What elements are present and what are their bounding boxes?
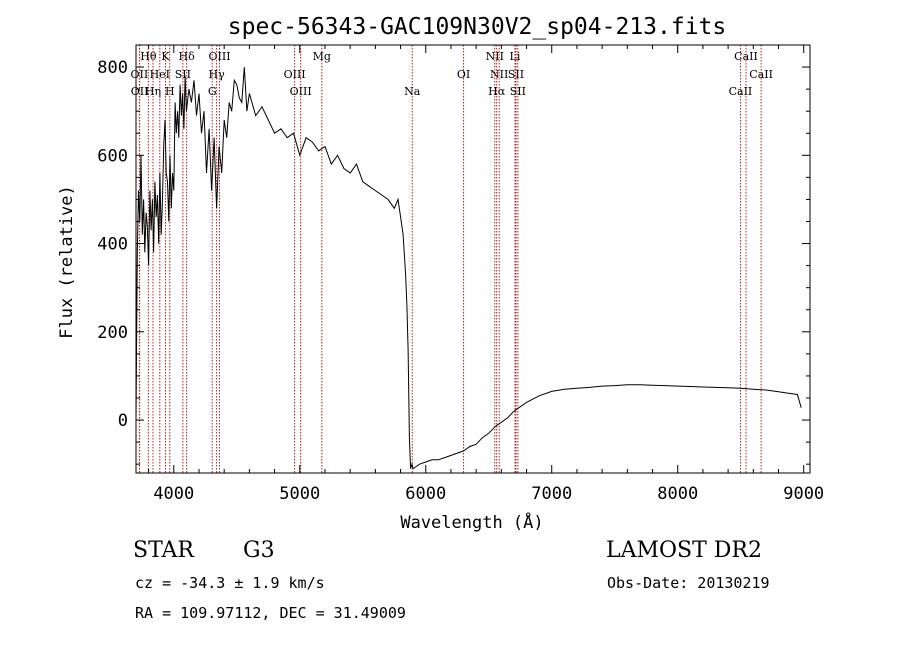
x-axis-label: Wavelength (Å) (400, 511, 543, 533)
spectral-line-label: CaII (749, 68, 773, 81)
spectral-line-label: SII (175, 68, 191, 81)
spectral-line-label: SII (508, 68, 524, 81)
y-tick-label: 800 (97, 58, 128, 78)
x-tick-label: 6000 (405, 484, 446, 504)
y-tick-label: 600 (97, 146, 128, 166)
object-subclass: G3 (243, 538, 275, 563)
spectrum-series-line (135, 67, 802, 470)
spectral-line-label: Na (404, 85, 421, 98)
x-tick-label: 7000 (531, 484, 572, 504)
y-tick-label: 400 (97, 235, 128, 255)
spectral-line-label: OIII (208, 50, 230, 63)
spectral-line-label: Hη (145, 85, 161, 98)
survey-name: LAMOST DR2 (606, 538, 762, 563)
y-axis-label: Flux (relative) (57, 185, 77, 339)
spectral-line-label: HeI (150, 68, 170, 81)
spectral-line-label: Hγ (209, 68, 226, 81)
spectral-line-label: NII (490, 68, 508, 81)
spectral-line-label: K (161, 50, 170, 63)
spectral-line-label: H (165, 85, 175, 98)
x-tick-label: 9000 (783, 484, 824, 504)
plot-frame (135, 44, 811, 474)
x-tick-label: 5000 (279, 484, 320, 504)
spectral-line-label: OI (457, 68, 470, 81)
x-tick-label: 4000 (153, 484, 194, 504)
y-tick-label: 200 (97, 323, 128, 343)
spectral-line-label: Hθ (140, 50, 157, 63)
spectral-line-label: CaII (729, 85, 753, 98)
observation-date: Obs-Date: 20130219 (607, 574, 770, 592)
coordinates-readout: RA = 109.97112, DEC = 31.49009 (135, 604, 406, 622)
spectral-line-label: NII (486, 50, 504, 63)
y-tick-label: 0 (118, 411, 128, 431)
chart-title: spec-56343-GAC109N30V2_sp04-213.fits (228, 14, 727, 40)
object-class-label: STAR (133, 538, 194, 563)
spectral-line-label: OIII (290, 85, 312, 98)
spectral-line-label: Mg (313, 50, 331, 63)
axis-ticks: 4000 5000 6000 7000 8000 9000 0 200 400 600 800 (97, 45, 824, 504)
spectral-line-label: CaII (734, 50, 758, 63)
redshift-readout: cz = -34.3 ± 1.9 km/s (135, 574, 325, 592)
x-tick-label: 8000 (657, 484, 698, 504)
spectral-line-label: Hδ (179, 50, 196, 63)
spectral-line-label: OII (131, 68, 149, 81)
spectral-line-label: OIII (284, 68, 306, 81)
spectral-line-label: G (208, 85, 217, 98)
spectral-line-label: OII (131, 85, 149, 98)
spectral-line-label: Hα (488, 85, 506, 98)
spectral-line-label: Li (510, 50, 521, 63)
spectral-line-label: SII (510, 85, 526, 98)
